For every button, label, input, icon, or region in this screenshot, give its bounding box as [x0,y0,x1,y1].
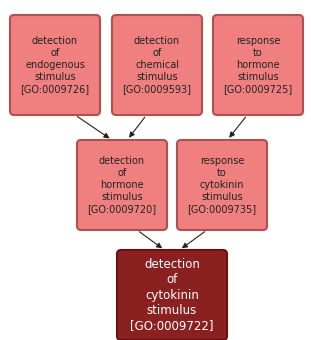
FancyBboxPatch shape [117,250,227,340]
Text: detection
of
hormone
stimulus
[GO:0009720]: detection of hormone stimulus [GO:000972… [87,156,156,214]
FancyBboxPatch shape [213,15,303,115]
Text: detection
of
chemical
stimulus
[GO:0009593]: detection of chemical stimulus [GO:00095… [123,36,192,94]
FancyBboxPatch shape [77,140,167,230]
Text: response
to
hormone
stimulus
[GO:0009725]: response to hormone stimulus [GO:0009725… [223,36,293,94]
FancyBboxPatch shape [10,15,100,115]
Text: detection
of
endogenous
stimulus
[GO:0009726]: detection of endogenous stimulus [GO:000… [21,36,90,94]
FancyBboxPatch shape [112,15,202,115]
Text: detection
of
cytokinin
stimulus
[GO:0009722]: detection of cytokinin stimulus [GO:0009… [130,257,214,333]
FancyBboxPatch shape [177,140,267,230]
Text: response
to
cytokinin
stimulus
[GO:0009735]: response to cytokinin stimulus [GO:00097… [188,156,257,214]
